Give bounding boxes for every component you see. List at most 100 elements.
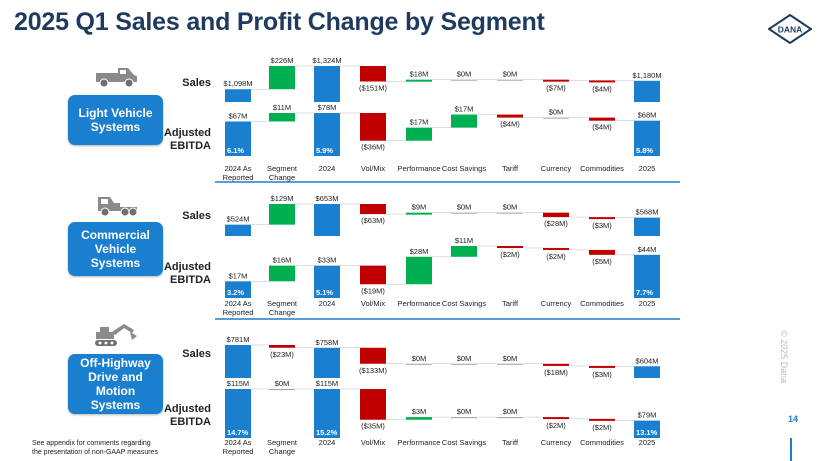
value-label-1-9: ($4M) [592, 84, 612, 93]
category-label-2-4: Vol/Mix [361, 299, 385, 308]
bar-6-9 [589, 418, 615, 421]
bar-3-5 [406, 212, 432, 215]
category-label-3-6: Cost Savings [442, 438, 486, 447]
category-label-2-6: Cost Savings [442, 299, 486, 308]
value-label-5-2: ($23M) [270, 350, 294, 359]
category-label-line2-2-2: Change [269, 308, 295, 317]
value-label-3-3: $653M [316, 194, 339, 203]
category-label-1-2: Segment [267, 164, 298, 173]
footnote: See appendix for comments regarding the p… [32, 440, 158, 456]
category-label-3-3: 2024 [319, 438, 336, 447]
value-label-2-10: $68M [638, 111, 657, 120]
bar-4-4 [360, 265, 386, 285]
value-label-1-8: ($7M) [546, 84, 566, 93]
bar-5-9 [589, 365, 615, 368]
segment-name-off-highway: Off-Highway Drive and Motion Systems [80, 356, 151, 412]
value-label-1-5: $18M [410, 70, 429, 79]
bar-6-7 [497, 417, 523, 419]
value-label-4-2: $16M [273, 256, 292, 265]
bar-2-4 [360, 113, 386, 141]
bar-3-7 [497, 212, 523, 214]
bar-3-10 [634, 217, 660, 236]
bar-6-2 [269, 389, 295, 390]
value-label-6-8: ($2M) [546, 421, 566, 430]
category-label-line2-1-2: Change [269, 173, 295, 182]
value-label-2-5: $17M [410, 118, 429, 127]
category-label-2-8: Currency [541, 299, 572, 308]
value-label-2-7: ($4M) [500, 120, 520, 129]
value-label-1-6: $0M [457, 70, 472, 79]
margin-label-2-1: 6.1% [227, 146, 244, 155]
category-label-2-2: Segment [267, 299, 298, 308]
value-label-2-3: $78M [318, 103, 337, 112]
value-label-5-7: $0M [503, 354, 518, 363]
bar-3-4 [360, 204, 386, 215]
bar-2-6 [451, 114, 477, 128]
value-label-3-2: $129M [271, 194, 294, 203]
category-label-2-9: Commodities [580, 299, 624, 308]
value-label-4-9: ($5M) [592, 257, 612, 266]
category-label-2-5: Performance [398, 299, 441, 308]
category-label-2-1: 2024 As [224, 299, 251, 308]
value-label-4-5: $28M [410, 247, 429, 256]
category-label-1-10: 2025 [639, 164, 656, 173]
bar-1-10 [634, 80, 660, 102]
bar-5-7 [497, 363, 523, 365]
segment-name-commercial-vehicle: Commercial Vehicle Systems [81, 228, 150, 270]
bar-4-9 [589, 249, 615, 255]
bar-1-4 [360, 66, 386, 82]
row-label-sales-off-highway: Sales [182, 348, 211, 360]
bar-2-8 [543, 117, 569, 119]
bar-3-2 [269, 204, 295, 225]
category-label-1-4: Vol/Mix [361, 164, 385, 173]
value-label-2-1: $67M [229, 111, 248, 120]
semi-truck-icon [98, 197, 138, 217]
value-label-4-6: $11M [455, 236, 473, 245]
page-number: 14 [788, 414, 799, 424]
bar-4-1 [225, 281, 251, 298]
value-label-3-10: $568M [636, 208, 659, 217]
bar-5-10 [634, 366, 660, 378]
bar-5-4 [360, 347, 386, 364]
pickup-truck-icon [96, 68, 137, 88]
category-label-1-8: Currency [541, 164, 572, 173]
bar-1-5 [406, 79, 432, 82]
category-label-1-9: Commodities [580, 164, 624, 173]
bar-4-3 [314, 265, 340, 298]
value-label-4-8: ($2M) [546, 252, 566, 261]
value-label-5-5: $0M [412, 354, 427, 363]
value-label-3-9: ($3M) [592, 221, 612, 230]
value-label-2-8: $0M [549, 108, 564, 117]
value-label-1-7: $0M [503, 70, 518, 79]
bar-4-8 [543, 247, 569, 250]
bar-5-2 [269, 345, 295, 348]
value-label-3-4: ($63M) [361, 216, 385, 225]
category-label-3-5: Performance [398, 438, 441, 447]
segment-name-light-vehicle: Light Vehicle Systems [78, 106, 153, 134]
bar-3-3 [314, 204, 340, 236]
value-label-6-6: $0M [457, 407, 472, 416]
category-label-2-3: 2024 [319, 299, 336, 308]
category-label-3-7: Tariff [502, 438, 519, 447]
bar-4-5 [406, 256, 432, 285]
bar-6-8 [543, 417, 569, 420]
value-label-6-5: $3M [412, 407, 427, 416]
bar-6-3 [314, 389, 340, 438]
category-label-1-7: Tariff [502, 164, 519, 173]
bar-5-3 [314, 347, 340, 378]
bar-6-1 [225, 389, 251, 438]
bar-6-6 [451, 417, 477, 419]
category-label-line2-1-1: Reported [223, 173, 254, 182]
value-label-4-4: ($19M) [361, 286, 385, 295]
value-label-3-7: $0M [503, 203, 518, 212]
bar-2-10 [634, 120, 660, 156]
category-label-1-5: Performance [398, 164, 441, 173]
bar-3-8 [543, 212, 569, 218]
category-label-3-9: Commodities [580, 438, 624, 447]
page-title: 2025 Q1 Sales and Profit Change by Segme… [14, 8, 545, 36]
value-label-4-1: $17M [229, 271, 248, 280]
value-label-2-4: ($36M) [361, 143, 385, 152]
value-label-3-5: $9M [412, 203, 427, 212]
bar-1-6 [451, 79, 477, 81]
